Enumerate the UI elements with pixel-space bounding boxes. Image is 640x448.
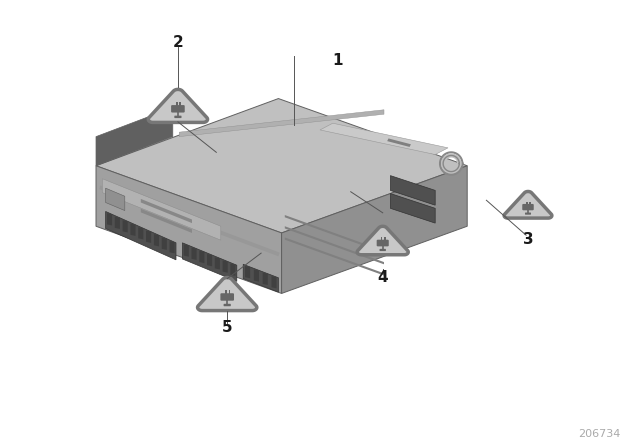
- Polygon shape: [262, 273, 268, 285]
- Polygon shape: [99, 185, 280, 256]
- Polygon shape: [106, 211, 176, 260]
- Polygon shape: [320, 123, 448, 155]
- Polygon shape: [191, 248, 196, 260]
- Polygon shape: [198, 278, 257, 310]
- Polygon shape: [230, 263, 236, 276]
- Text: 206734: 206734: [579, 429, 621, 439]
- FancyBboxPatch shape: [377, 240, 388, 246]
- Polygon shape: [243, 264, 278, 292]
- Polygon shape: [123, 220, 128, 233]
- Polygon shape: [357, 226, 408, 255]
- Bar: [179, 102, 181, 106]
- Polygon shape: [96, 99, 467, 233]
- Polygon shape: [102, 179, 221, 240]
- Polygon shape: [390, 194, 435, 223]
- Bar: [384, 237, 385, 241]
- Text: 3: 3: [523, 232, 533, 247]
- Polygon shape: [162, 237, 167, 250]
- Polygon shape: [96, 108, 173, 166]
- Polygon shape: [170, 241, 175, 254]
- Bar: [225, 290, 227, 294]
- Bar: [526, 202, 528, 205]
- Polygon shape: [107, 213, 112, 225]
- Polygon shape: [131, 224, 136, 236]
- FancyBboxPatch shape: [223, 304, 231, 306]
- Polygon shape: [504, 191, 552, 218]
- Polygon shape: [96, 166, 282, 293]
- Text: 1: 1: [333, 53, 343, 68]
- Polygon shape: [223, 260, 228, 273]
- Polygon shape: [148, 90, 207, 122]
- Polygon shape: [215, 257, 220, 270]
- Polygon shape: [179, 110, 384, 137]
- Polygon shape: [285, 215, 384, 253]
- FancyBboxPatch shape: [380, 249, 386, 251]
- Polygon shape: [387, 138, 411, 147]
- Polygon shape: [184, 245, 189, 257]
- Polygon shape: [282, 166, 467, 293]
- Bar: [529, 202, 531, 205]
- Polygon shape: [199, 251, 204, 263]
- Polygon shape: [106, 188, 125, 211]
- Polygon shape: [138, 227, 143, 239]
- Polygon shape: [390, 176, 435, 205]
- Polygon shape: [245, 266, 250, 278]
- Polygon shape: [154, 234, 159, 246]
- Polygon shape: [146, 231, 151, 243]
- FancyBboxPatch shape: [522, 204, 534, 210]
- Text: 2: 2: [173, 35, 183, 50]
- Bar: [228, 290, 230, 294]
- Text: 4: 4: [378, 270, 388, 285]
- Bar: [175, 102, 177, 106]
- Text: 5: 5: [222, 319, 232, 335]
- Polygon shape: [115, 217, 120, 229]
- Polygon shape: [207, 254, 212, 266]
- Polygon shape: [271, 276, 276, 289]
- Polygon shape: [141, 209, 192, 233]
- FancyBboxPatch shape: [220, 293, 234, 301]
- Polygon shape: [285, 237, 384, 276]
- Polygon shape: [182, 243, 237, 281]
- FancyBboxPatch shape: [525, 212, 531, 215]
- Bar: [381, 237, 383, 241]
- Polygon shape: [254, 269, 259, 282]
- FancyBboxPatch shape: [171, 105, 185, 112]
- Polygon shape: [141, 199, 192, 223]
- Polygon shape: [285, 226, 384, 264]
- FancyBboxPatch shape: [174, 116, 182, 118]
